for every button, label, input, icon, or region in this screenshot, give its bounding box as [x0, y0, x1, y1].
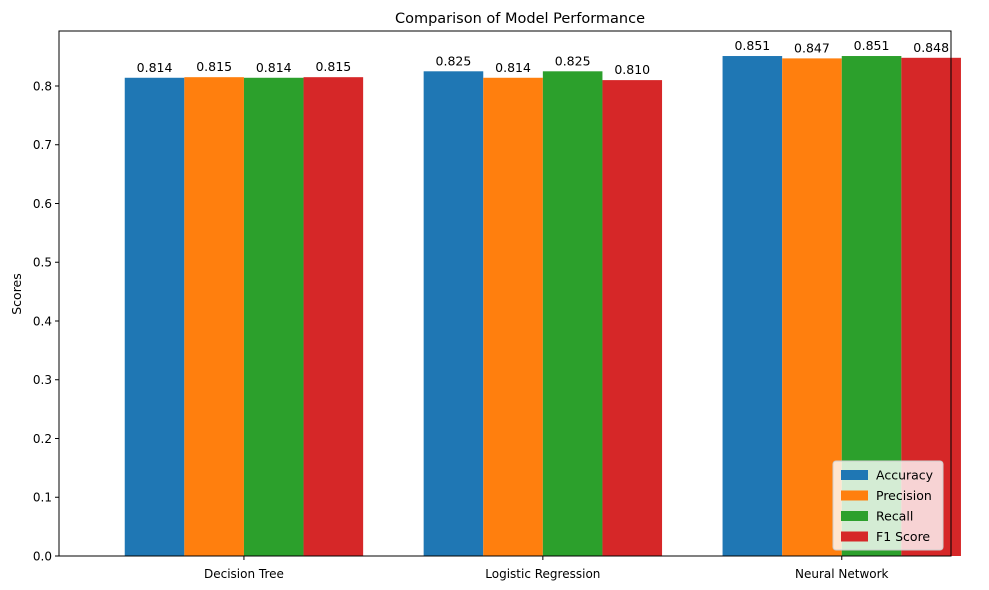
bar-value-label: 0.825	[436, 53, 472, 68]
bar-value-labels: 0.814 0.825 0.851 0.815 0.814 0.847 0.814 0.825…	[137, 38, 949, 77]
bar-value-label: 0.815	[315, 59, 351, 74]
plot-area-frame	[58, 30, 952, 557]
legend: Accuracy Precision Recall F1 Score	[832, 460, 944, 551]
x-tick-label: Neural Network	[795, 567, 889, 581]
bar-recall	[542, 71, 603, 556]
legend-swatch	[841, 531, 868, 542]
axis-ticks: 0.0 0.1 0.2 0.3 0.4 0.5 0.6 0.7 0.8 Decision Tree…	[33, 79, 889, 581]
y-tick-label: 0.0	[33, 550, 52, 564]
y-tick-label: 0.7	[33, 138, 52, 152]
bar-precision	[782, 58, 842, 556]
bar-value-label: 0.848	[913, 40, 949, 55]
bar-f1-score	[602, 80, 663, 556]
legend-label: Accuracy	[876, 468, 934, 483]
bar-precision	[483, 77, 543, 556]
legend-label: Precision	[876, 488, 932, 503]
bar-value-label: 0.851	[854, 38, 890, 53]
bar-value-label: 0.825	[555, 53, 591, 68]
bar-accuracy	[124, 77, 185, 556]
bar-value-label: 0.847	[794, 40, 830, 55]
legend-label: F1 Score	[876, 529, 930, 544]
legend-box	[832, 460, 944, 551]
x-tick-label: Logistic Regression	[485, 567, 600, 581]
bar-f1-score	[303, 77, 364, 557]
x-tick-label: Decision Tree	[204, 567, 284, 581]
bar-value-label: 0.814	[137, 60, 173, 75]
bar-value-label: 0.814	[256, 60, 292, 75]
y-tick-label: 0.5	[33, 256, 52, 270]
chart-title: Comparison of Model Performance	[395, 11, 645, 27]
y-axis-label: Scores	[9, 273, 24, 315]
bar-value-label: 0.814	[495, 60, 531, 75]
bar-accuracy	[423, 71, 484, 556]
y-tick-label: 0.6	[33, 197, 52, 211]
bar-recall	[243, 77, 304, 556]
legend-swatch	[841, 511, 868, 521]
legend-swatch	[841, 490, 868, 501]
bar-value-label: 0.815	[196, 59, 232, 74]
y-tick-label: 0.2	[33, 432, 52, 446]
legend-label: Recall	[876, 509, 913, 524]
y-tick-label: 0.1	[33, 491, 52, 505]
legend-swatch	[841, 470, 868, 480]
y-tick-label: 0.3	[33, 373, 52, 387]
bar-value-label: 0.851	[734, 38, 770, 53]
bar-precision	[184, 77, 244, 557]
y-tick-label: 0.8	[33, 79, 52, 93]
bars	[124, 56, 961, 557]
y-tick-label: 0.4	[33, 314, 52, 328]
bar-accuracy	[722, 56, 783, 556]
bar-value-label: 0.810	[614, 62, 650, 77]
